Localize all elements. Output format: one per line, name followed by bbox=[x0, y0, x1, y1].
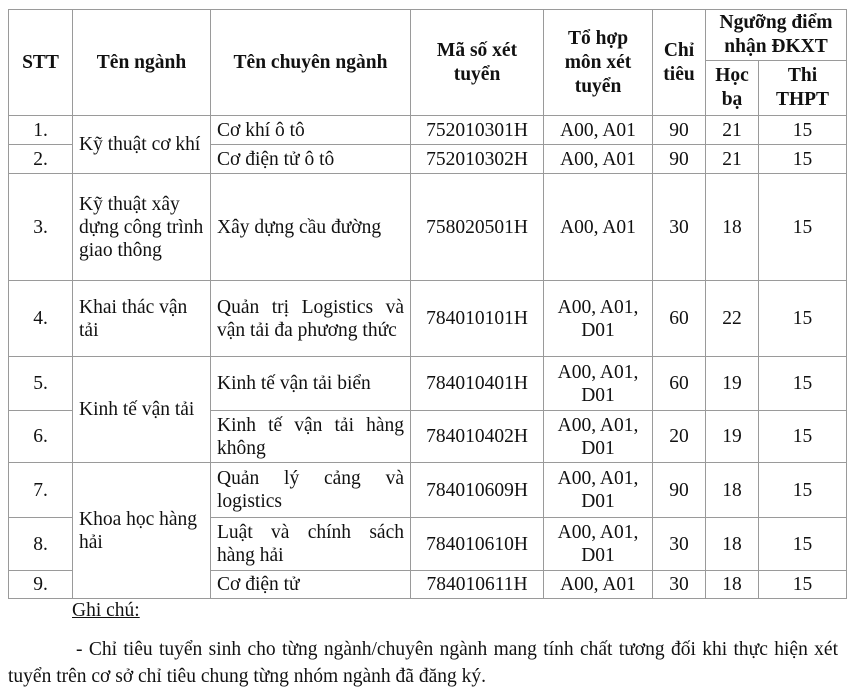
to-hop-cell: A00, A01 bbox=[543, 173, 653, 281]
header-nguong: Ngưỡng điểm nhận ĐKXT bbox=[705, 9, 847, 61]
stt-cell: 5. bbox=[8, 356, 73, 411]
thpt-cell: 15 bbox=[758, 517, 847, 571]
stt-cell: 7. bbox=[8, 462, 73, 518]
to-hop-cell: A00, A01, D01 bbox=[543, 410, 653, 463]
header-chi-tieu: Chỉ tiêu bbox=[652, 9, 706, 116]
ma-so-cell: 752010301H bbox=[410, 115, 544, 145]
ma-so-cell: 752010302H bbox=[410, 144, 544, 174]
header-ma-so: Mã số xét tuyển bbox=[410, 9, 544, 116]
thpt-cell: 15 bbox=[758, 570, 847, 599]
chi-tieu-cell: 30 bbox=[652, 570, 706, 599]
admission-table: STT Tên ngành Tên chuyên ngành Mã số xét… bbox=[8, 9, 847, 599]
header-nganh: Tên ngành bbox=[72, 9, 211, 116]
stt-cell: 6. bbox=[8, 410, 73, 463]
ma-so-cell: 784010610H bbox=[410, 517, 544, 571]
hoc-ba-cell: 19 bbox=[705, 356, 759, 411]
stt-cell: 3. bbox=[8, 173, 73, 281]
table-row: 1. Kỹ thuật cơ khí Cơ khí ô tô 752010301H A0… bbox=[8, 115, 847, 174]
thpt-cell: 15 bbox=[758, 410, 847, 463]
to-hop-cell: A00, A01, D01 bbox=[543, 280, 653, 357]
ma-so-cell: 784010401H bbox=[410, 356, 544, 411]
thpt-cell: 15 bbox=[758, 462, 847, 518]
chuyen-nganh-cell: Luật và chính sách hàng hải bbox=[210, 517, 411, 571]
stt-cell: 8. bbox=[8, 517, 73, 571]
stt-cell: 2. bbox=[8, 144, 73, 174]
to-hop-cell: A00, A01, D01 bbox=[543, 462, 653, 518]
chuyen-nganh-cell: Quản trị Logistics và vận tải đa phương … bbox=[210, 280, 411, 357]
thpt-cell: 15 bbox=[758, 356, 847, 411]
chi-tieu-cell: 60 bbox=[652, 356, 706, 411]
chuyen-nganh-cell: Cơ điện tử bbox=[210, 570, 411, 599]
chi-tieu-cell: 90 bbox=[652, 462, 706, 518]
chi-tieu-cell: 60 bbox=[652, 280, 706, 357]
hoc-ba-cell: 21 bbox=[705, 115, 759, 145]
nganh-cell: Khoa học hàng hải bbox=[72, 462, 211, 599]
chi-tieu-cell: 90 bbox=[652, 115, 706, 145]
chuyen-nganh-cell: Cơ điện tử ô tô bbox=[210, 144, 411, 174]
to-hop-cell: A00, A01, D01 bbox=[543, 356, 653, 411]
chuyen-nganh-cell: Kinh tế vận tải hàng không bbox=[210, 410, 411, 463]
stt-cell: 9. bbox=[8, 570, 73, 599]
hoc-ba-cell: 22 bbox=[705, 280, 759, 357]
ma-so-cell: 758020501H bbox=[410, 173, 544, 281]
table-row: 6. Kinh tế vận tải hàng không 784010402H A0… bbox=[8, 410, 847, 463]
stt-cell: 4. bbox=[8, 280, 73, 357]
header-chuyen-nganh: Tên chuyên ngành bbox=[210, 9, 411, 116]
ma-so-cell: 784010402H bbox=[410, 410, 544, 463]
table-row: 3. Kỹ thuật xây dựng công trình giao thôn… bbox=[8, 173, 847, 281]
chuyen-nganh-cell: Kinh tế vận tải biển bbox=[210, 356, 411, 411]
header-thpt: Thi THPT bbox=[758, 60, 847, 116]
hoc-ba-cell: 19 bbox=[705, 410, 759, 463]
chi-tieu-cell: 20 bbox=[652, 410, 706, 463]
chi-tieu-cell: 30 bbox=[652, 517, 706, 571]
nganh-cell: Kinh tế vận tải bbox=[72, 356, 211, 463]
table-row: 8. Luật và chính sách hàng hải 784010610H A… bbox=[8, 517, 847, 571]
table-row: 5. Kinh tế vận tải Kinh tế vận tải biển 784… bbox=[8, 356, 847, 463]
hoc-ba-cell: 18 bbox=[705, 517, 759, 571]
chi-tieu-cell: 90 bbox=[652, 144, 706, 174]
to-hop-cell: A00, A01 bbox=[543, 570, 653, 599]
header-hoc-ba: Học bạ bbox=[705, 60, 759, 116]
hoc-ba-cell: 21 bbox=[705, 144, 759, 174]
header-stt: STT bbox=[8, 9, 73, 116]
nganh-cell: Khai thác vận tải bbox=[72, 280, 211, 357]
note-title: Ghi chú: bbox=[72, 600, 140, 621]
ma-so-cell: 784010611H bbox=[410, 570, 544, 599]
note-text: - Chỉ tiêu tuyển sinh cho từng ngành/chu… bbox=[8, 639, 838, 687]
chuyen-nganh-cell: Cơ khí ô tô bbox=[210, 115, 411, 145]
ma-so-cell: 784010609H bbox=[410, 462, 544, 518]
thpt-cell: 15 bbox=[758, 144, 847, 174]
hoc-ba-cell: 18 bbox=[705, 570, 759, 599]
to-hop-cell: A00, A01 bbox=[543, 115, 653, 145]
chuyen-nganh-cell: Xây dựng cầu đường bbox=[210, 173, 411, 281]
nganh-cell: Kỹ thuật xây dựng công trình giao thông bbox=[72, 173, 211, 281]
table-row: 4. Khai thác vận tải Quản trị Logistics và… bbox=[8, 280, 847, 357]
thpt-cell: 15 bbox=[758, 115, 847, 145]
chi-tieu-cell: 30 bbox=[652, 173, 706, 281]
thpt-cell: 15 bbox=[758, 173, 847, 281]
stt-cell: 1. bbox=[8, 115, 73, 145]
hoc-ba-cell: 18 bbox=[705, 462, 759, 518]
table-row: 7. Khoa học hàng hải Quản lý cảng và logis… bbox=[8, 462, 847, 599]
table-row: 9. Cơ điện tử 784010611H A00, A01 30 18 15 bbox=[8, 570, 847, 599]
ma-so-cell: 784010101H bbox=[410, 280, 544, 357]
thpt-cell: 15 bbox=[758, 280, 847, 357]
chuyen-nganh-cell: Quản lý cảng và logistics bbox=[210, 462, 411, 518]
to-hop-cell: A00, A01, D01 bbox=[543, 517, 653, 571]
hoc-ba-cell: 18 bbox=[705, 173, 759, 281]
nganh-cell: Kỹ thuật cơ khí bbox=[72, 115, 211, 174]
header-to-hop: Tổ hợp môn xét tuyển bbox=[543, 9, 653, 116]
table-row: 2. Cơ điện tử ô tô 752010302H A00, A01 90 21 1… bbox=[8, 144, 847, 174]
to-hop-cell: A00, A01 bbox=[543, 144, 653, 174]
